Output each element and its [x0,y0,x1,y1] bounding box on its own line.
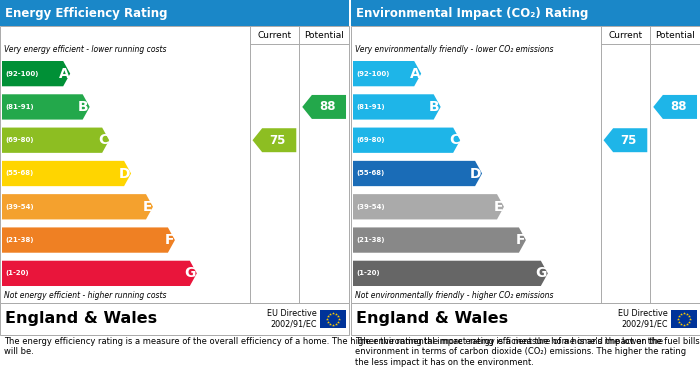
Text: (81-91): (81-91) [356,104,384,110]
Polygon shape [2,94,90,120]
Text: B: B [78,100,89,114]
Text: D: D [118,167,130,181]
Bar [0,0,349,26]
Text: 88: 88 [670,100,686,113]
Text: (92-100): (92-100) [5,71,38,77]
Polygon shape [2,194,153,219]
Text: C: C [449,133,459,147]
Polygon shape [353,61,421,86]
Text: The environmental impact rating is a measure of a home's impact on the environme: The environmental impact rating is a mea… [355,337,686,367]
Text: Very environmentally friendly - lower CO₂ emissions: Very environmentally friendly - lower CO… [355,45,554,54]
Text: 75: 75 [269,134,286,147]
Text: E: E [494,200,503,214]
Text: (1-20): (1-20) [356,270,379,276]
Text: (21-38): (21-38) [5,237,34,243]
Polygon shape [353,194,504,219]
Polygon shape [353,228,526,253]
Text: The energy efficiency rating is a measure of the overall efficiency of a home. T: The energy efficiency rating is a measur… [4,337,700,357]
Text: (39-54): (39-54) [356,204,384,210]
Polygon shape [353,127,460,153]
Text: 75: 75 [620,134,636,147]
Text: EU Directive
2002/91/EC: EU Directive 2002/91/EC [618,309,668,329]
Text: Energy Efficiency Rating: Energy Efficiency Rating [5,7,167,20]
Text: (92-100): (92-100) [356,71,389,77]
Text: Potential: Potential [304,30,344,39]
Polygon shape [2,161,131,186]
Bar [351,0,700,26]
Text: F: F [164,233,174,247]
Text: Very energy efficient - lower running costs: Very energy efficient - lower running co… [4,45,167,54]
Bar [0,303,349,335]
Polygon shape [353,261,548,286]
Text: (55-68): (55-68) [5,170,34,176]
Text: EU Directive
2002/91/EC: EU Directive 2002/91/EC [267,309,317,329]
Text: 88: 88 [318,100,335,113]
Text: England & Wales: England & Wales [5,312,157,326]
Polygon shape [353,94,441,120]
Polygon shape [653,95,697,119]
Text: (81-91): (81-91) [5,104,34,110]
Bar [671,310,697,328]
Text: B: B [429,100,440,114]
Text: Not energy efficient - higher running costs: Not energy efficient - higher running co… [4,291,167,300]
Text: Current: Current [258,30,291,39]
Bar [351,26,700,303]
Polygon shape [2,61,70,86]
Text: Current: Current [608,30,643,39]
Text: (21-38): (21-38) [356,237,384,243]
Bar [351,303,700,335]
Text: (55-68): (55-68) [356,170,384,176]
Polygon shape [302,95,346,119]
Bar [0,26,349,303]
Polygon shape [2,261,197,286]
Text: A: A [410,66,420,81]
Text: (1-20): (1-20) [5,270,29,276]
Text: G: G [536,266,547,280]
Text: C: C [98,133,108,147]
Text: (69-80): (69-80) [356,137,384,143]
Text: Environmental Impact (CO₂) Rating: Environmental Impact (CO₂) Rating [356,7,589,20]
Polygon shape [2,127,109,153]
Polygon shape [353,161,482,186]
Bar [320,310,346,328]
Text: F: F [515,233,525,247]
Text: England & Wales: England & Wales [356,312,508,326]
Text: (39-54): (39-54) [5,204,34,210]
Text: A: A [58,66,69,81]
Polygon shape [2,228,175,253]
Polygon shape [253,128,296,152]
Text: Potential: Potential [655,30,695,39]
Polygon shape [603,128,648,152]
Text: Not environmentally friendly - higher CO₂ emissions: Not environmentally friendly - higher CO… [355,291,554,300]
Text: (69-80): (69-80) [5,137,34,143]
Text: D: D [470,167,481,181]
Text: G: G [185,266,196,280]
Text: E: E [143,200,152,214]
